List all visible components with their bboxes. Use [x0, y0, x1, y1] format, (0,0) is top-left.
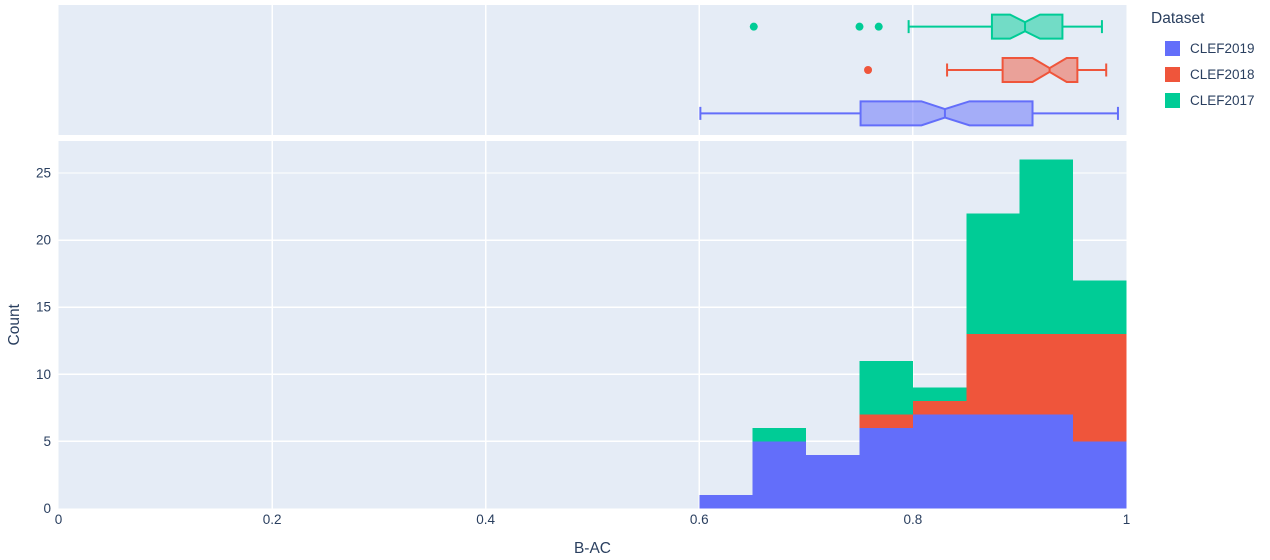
boxplot-CLEF2018: [864, 57, 1108, 83]
box-whiskers-CLEF2017: [907, 20, 1103, 34]
legend-swatch-clef2017-icon: [1165, 92, 1180, 108]
x-axis-tick-labels: 0 0.2 0.4 0.6 0.8 1: [55, 512, 1131, 527]
box-outlier-CLEF2017: [874, 22, 883, 31]
hist-bar-CLEF2019-bin2: [806, 454, 860, 509]
hist-bar-CLEF2017-bin4: [912, 387, 967, 402]
legend-item-clef2018[interactable]: CLEF2018: [1149, 61, 1255, 87]
x-axis-title: B-AC: [574, 540, 611, 557]
legend-swatch-clef2018-icon: [1165, 66, 1180, 82]
box-body-CLEF2017: [990, 13, 1064, 40]
marginal-boxplots: [699, 13, 1119, 127]
box-body-CLEF2018: [1001, 57, 1079, 83]
hist-bar-CLEF2019-bin4: [912, 414, 967, 509]
box-whiskers-CLEF2018: [946, 63, 1108, 77]
x-tick-label: 0.4: [476, 512, 495, 527]
x-tick-label: 0.6: [690, 512, 709, 527]
hist-bar-CLEF2017-bin3: [859, 360, 913, 415]
hist-bar-CLEF2019-bin5: [966, 414, 1020, 509]
hist-bar-CLEF2017-bin5: [966, 213, 1020, 335]
y-tick-label: 10: [36, 367, 51, 382]
x-tick-label: 0.8: [904, 512, 923, 527]
legend-label-clef2019: CLEF2019: [1190, 40, 1255, 56]
legend-item-clef2019[interactable]: CLEF2019: [1149, 35, 1255, 61]
boxplot-CLEF2017: [749, 13, 1103, 40]
y-tick-label: 25: [36, 166, 51, 181]
hist-bar-CLEF2019-bin3: [859, 427, 913, 509]
hist-bar-CLEF2019-bin1: [752, 441, 807, 509]
legend-swatch-clef2019-icon: [1165, 40, 1180, 56]
hist-bar-CLEF2017-bin6: [1019, 159, 1074, 335]
y-tick-label: 0: [43, 501, 51, 516]
x-tick-label: 0.2: [263, 512, 282, 527]
y-axis-title: Count: [6, 303, 23, 345]
hist-bar-CLEF2018-bin6: [1019, 334, 1074, 415]
hist-bar-CLEF2019-bin0: [699, 495, 753, 509]
box-whiskers-CLEF2019: [699, 106, 1119, 120]
legend-item-clef2017[interactable]: CLEF2017: [1149, 87, 1255, 113]
legend: Dataset CLEF2019 CLEF2018 CLEF2017: [1149, 10, 1255, 113]
box-outlier-CLEF2018: [864, 66, 873, 74]
hist-bar-CLEF2018-bin5: [966, 334, 1020, 415]
histogram-bars: [699, 159, 1127, 509]
x-tick-label: 0: [55, 512, 63, 527]
hist-bar-CLEF2017-bin1: [752, 427, 807, 442]
boxplot-CLEF2019: [699, 100, 1119, 127]
box-outlier-CLEF2017: [749, 22, 758, 31]
legend-title: Dataset: [1151, 10, 1205, 27]
hist-bar-CLEF2018-bin7: [1073, 334, 1127, 442]
y-tick-label: 20: [36, 233, 51, 248]
box-outlier-CLEF2017: [855, 22, 864, 31]
hist-bar-CLEF2017-bin7: [1073, 280, 1127, 335]
hist-bar-CLEF2018-bin3: [859, 414, 913, 428]
hist-bar-CLEF2018-bin4: [912, 401, 967, 415]
legend-label-clef2018: CLEF2018: [1190, 66, 1255, 82]
y-axis-tick-labels: 0 5 10 15 20 25: [36, 166, 51, 517]
y-tick-label: 15: [36, 300, 51, 315]
hist-bar-CLEF2019-bin6: [1019, 414, 1074, 509]
box-body-CLEF2019: [859, 100, 1034, 127]
x-tick-label: 1: [1123, 512, 1131, 527]
legend-label-clef2017: CLEF2017: [1190, 92, 1255, 108]
hist-bar-CLEF2019-bin7: [1073, 441, 1127, 509]
y-tick-label: 5: [43, 434, 51, 449]
